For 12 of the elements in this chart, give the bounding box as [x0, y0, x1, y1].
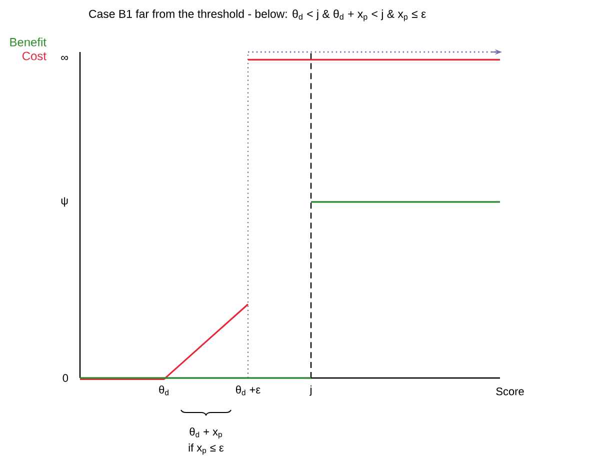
text: ∞	[61, 56, 68, 60]
text: 0	[62, 374, 68, 382]
text: Benefit	[10, 38, 46, 46]
x-axis-title: Score	[496, 388, 524, 396]
text: Cost	[22, 52, 46, 60]
x-tick-label: θ$_{d}$	[159, 386, 168, 396]
x-tick-label: j	[310, 386, 312, 396]
text: θ$_{d}$ + x$_{p}$	[190, 428, 222, 439]
x-tick-label: θ$_{d}$ +ε	[236, 386, 260, 396]
text: if x$_{p}$ ≤ ε	[188, 444, 224, 455]
chart-title: Case B1 far from the threshold - below: θ$_{d}$ < j & θ$_{d}$ + x$_{p}$ < j & x$_{p}$ ≤ ε	[89, 10, 426, 22]
text: ψ	[61, 197, 68, 207]
